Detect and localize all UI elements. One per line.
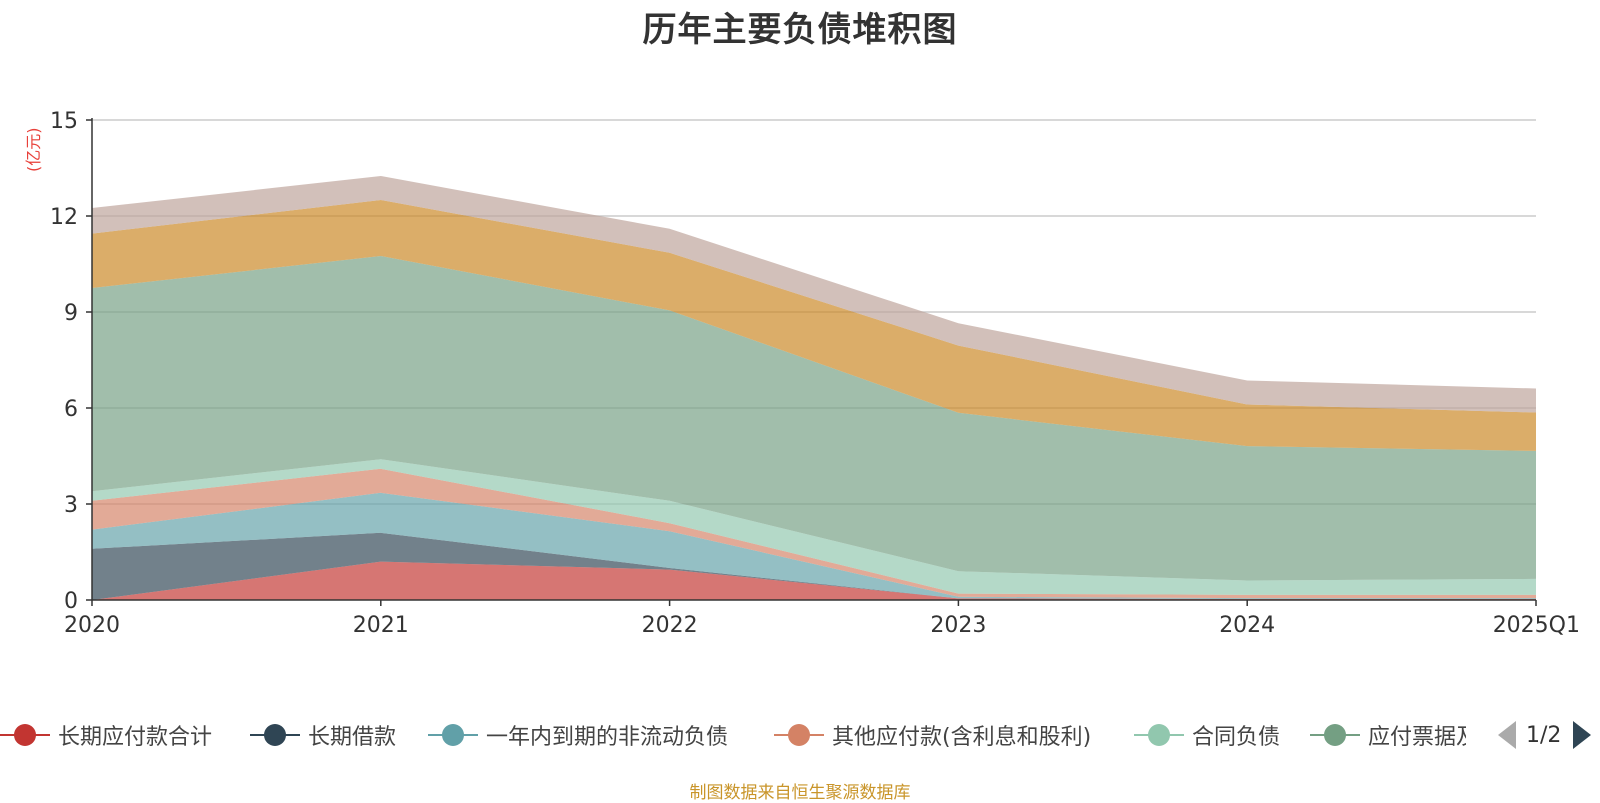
area-series-band[interactable]	[92, 561, 1536, 600]
area-series-band[interactable]	[92, 532, 1536, 600]
legend-marker-icon	[1310, 723, 1360, 747]
legend-label: 其他应付款(含利息和股利)	[832, 725, 1092, 750]
legend-label: 合同负债	[1192, 725, 1281, 750]
legend-marker-icon	[1134, 723, 1184, 747]
legend-marker-icon	[0, 723, 50, 747]
legend-item[interactable]: 其他应付款(含利息和股利)	[774, 718, 1091, 752]
area-series	[92, 176, 1536, 600]
y-tick-label: 0	[64, 589, 78, 614]
legend-marker-icon	[428, 723, 478, 747]
legend-next-page-icon[interactable]	[1573, 721, 1592, 749]
area-series-band[interactable]	[92, 256, 1536, 581]
area-series-band[interactable]	[92, 468, 1536, 599]
legend-items: 长期应付款合计 长期借款 一年内到期的非流动负债 其他应付款(含利息和股利) 合同负债 应…	[0, 718, 1466, 752]
x-tick-label: 2020	[64, 613, 120, 638]
legend-prev-page-icon[interactable]	[1498, 721, 1516, 749]
axes: 0 3 6 9 12 15 2020 2021 2022 2023 2024 2025Q1	[50, 109, 1580, 638]
x-tick-label: 2024	[1219, 613, 1275, 638]
y-tick-label: 3	[64, 493, 78, 518]
legend-marker-icon	[250, 723, 300, 747]
x-tick-label: 2025Q1	[1493, 613, 1580, 638]
area-series-band[interactable]	[92, 459, 1536, 595]
legend-item[interactable]: 长期借款	[250, 718, 396, 752]
x-tick-label: 2022	[642, 613, 698, 638]
y-tick-label: 9	[64, 301, 78, 326]
legend-pager: 1/2	[1498, 718, 1592, 752]
legend-label: 应付票据及应付账款	[1368, 725, 1466, 750]
area-series-band[interactable]	[92, 200, 1536, 451]
y-tick-label: 15	[50, 109, 78, 134]
stacked-area-chart: 0 3 6 9 12 15 2020 2021 2022 2023 2024 2025Q1	[50, 109, 1580, 638]
x-tick-label: 2023	[930, 613, 986, 638]
y-tick-label: 6	[64, 397, 78, 422]
legend-page-indicator: 1/2	[1526, 722, 1562, 748]
legend-label: 长期借款	[308, 725, 397, 750]
area-series-band[interactable]	[92, 492, 1536, 599]
area-series-band[interactable]	[92, 176, 1536, 413]
x-tick-label: 2021	[353, 613, 409, 638]
legend-item[interactable]: 长期应付款合计	[0, 718, 212, 752]
y-tick-label: 12	[50, 205, 78, 230]
legend-marker-icon	[774, 723, 824, 747]
chart-legend: 长期应付款合计 长期借款 一年内到期的非流动负债 其他应付款(含利息和股利) 合同负债 应…	[0, 718, 1600, 752]
legend-label: 长期应付款合计	[58, 725, 213, 750]
legend-item[interactable]: 合同负债	[1134, 718, 1280, 752]
legend-label: 一年内到期的非流动负债	[486, 725, 729, 750]
data-source-footer: 制图数据来自恒生聚源数据库	[689, 783, 911, 803]
legend-item[interactable]: 一年内到期的非流动负债	[428, 718, 728, 752]
chart-title: 历年主要负债堆积图	[642, 10, 958, 50]
legend-item[interactable]: 应付票据及应付账款	[1310, 718, 1466, 752]
